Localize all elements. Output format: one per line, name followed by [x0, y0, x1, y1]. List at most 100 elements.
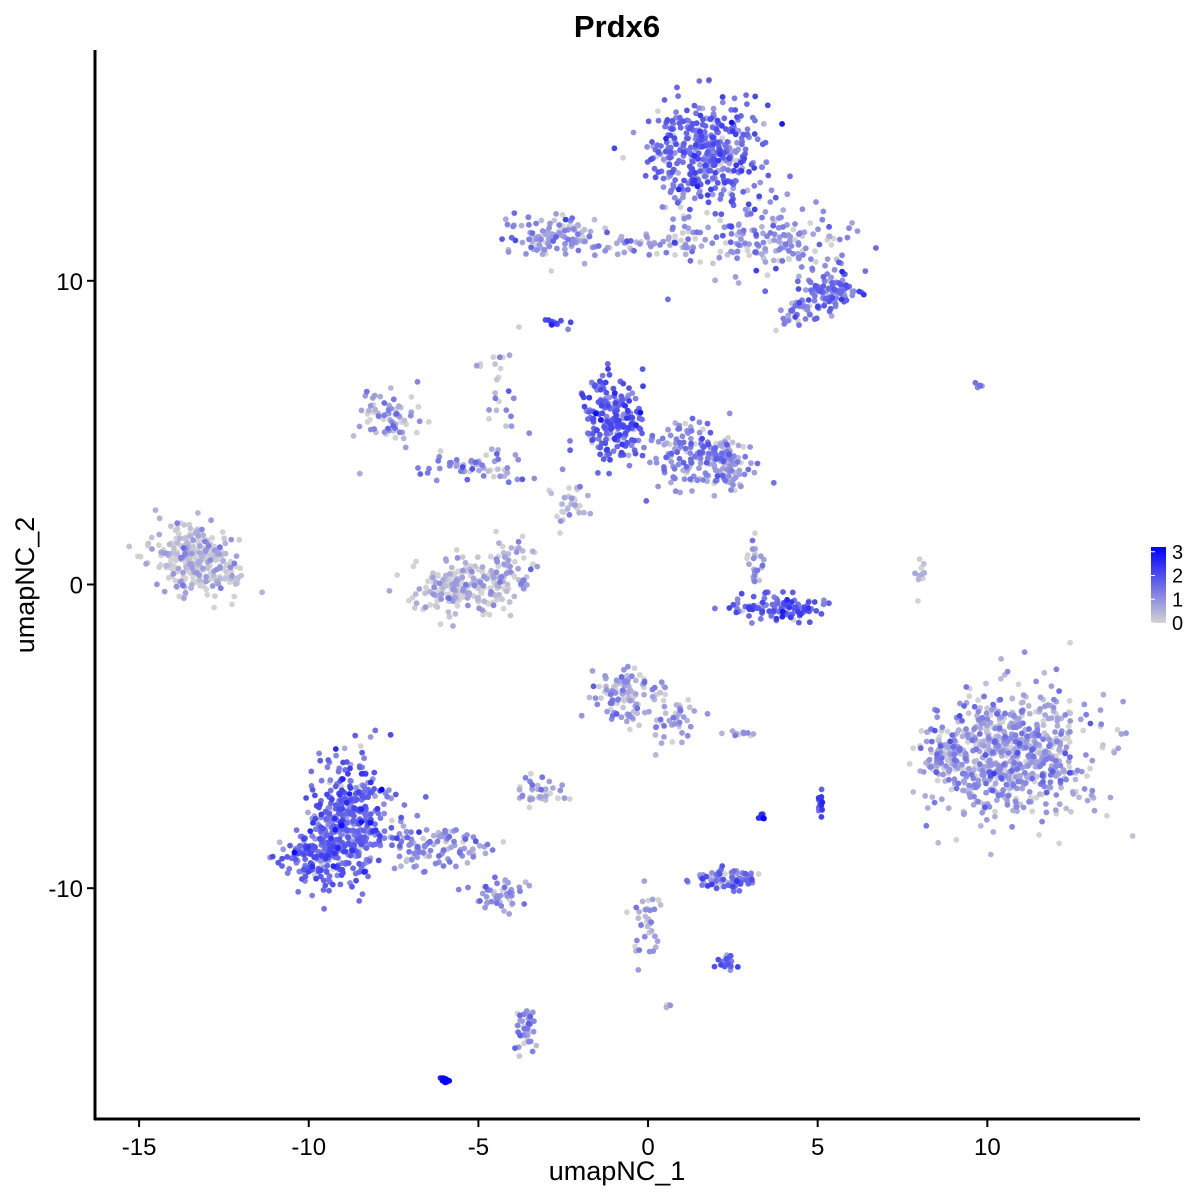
cell-point — [427, 602, 434, 608]
cell-point — [710, 156, 717, 163]
cell-point — [931, 799, 938, 806]
cell-point — [287, 842, 293, 849]
cell-point — [634, 705, 641, 712]
cell-point — [741, 471, 748, 478]
cell-point — [680, 459, 687, 466]
cell-point — [190, 573, 196, 580]
cell-point — [757, 615, 764, 622]
cell-point — [639, 366, 646, 372]
cell-point — [334, 872, 341, 879]
x-tick-label: -10 — [291, 1134, 326, 1161]
cell-point — [351, 805, 358, 812]
cell-point — [938, 796, 945, 803]
cell-point — [548, 490, 555, 497]
cell-point — [634, 710, 641, 717]
cell-point — [414, 378, 421, 385]
cell-point — [960, 766, 966, 773]
x-axis-label: umapNC_1 — [549, 1156, 686, 1186]
cell-point — [734, 964, 741, 970]
cell-point — [667, 1002, 674, 1009]
cell-point — [956, 745, 963, 752]
cell-point — [819, 216, 826, 223]
cell-point — [276, 839, 283, 846]
point-layer — [126, 77, 1136, 1086]
cell-point — [751, 469, 758, 476]
cell-point — [749, 537, 756, 544]
cell-point — [963, 726, 969, 732]
cell-point — [982, 804, 988, 810]
cell-point — [523, 251, 529, 257]
cell-point — [452, 611, 459, 617]
cell-point — [712, 210, 719, 217]
cell-point — [940, 771, 946, 778]
cell-point — [934, 777, 941, 784]
cell-point — [709, 240, 716, 247]
cell-point — [375, 857, 382, 864]
cell-point — [722, 871, 728, 877]
cell-point — [663, 249, 670, 256]
cell-point — [519, 476, 526, 483]
cell-point — [648, 156, 654, 163]
cell-point — [562, 216, 569, 223]
cell-point — [731, 167, 737, 174]
cell-point — [430, 591, 437, 598]
cell-point — [339, 787, 345, 794]
cell-point — [493, 528, 499, 535]
cell-point — [629, 390, 636, 397]
cell-point — [759, 214, 765, 221]
cell-point — [528, 244, 534, 251]
cell-point — [604, 361, 611, 367]
cell-point — [796, 322, 802, 328]
cell-point — [718, 961, 724, 968]
cell-point — [482, 883, 489, 890]
cell-point — [538, 217, 545, 224]
cell-point — [712, 605, 718, 612]
cell-point — [483, 452, 489, 459]
cell-point — [375, 413, 382, 419]
cell-point — [438, 591, 445, 597]
cell-point — [329, 796, 335, 803]
cell-point — [697, 450, 703, 457]
cell-point — [465, 602, 471, 609]
cell-point — [576, 509, 583, 516]
cell-point — [515, 456, 522, 463]
cell-point — [635, 915, 642, 922]
cell-point — [391, 865, 398, 872]
cell-point — [521, 901, 528, 907]
cell-point — [407, 841, 413, 848]
cell-point — [750, 555, 757, 562]
cell-point — [720, 173, 726, 179]
cell-point — [1097, 707, 1104, 713]
cell-point — [739, 141, 745, 148]
cell-point — [827, 305, 834, 312]
cell-point — [557, 530, 563, 536]
cell-point — [802, 287, 809, 293]
cell-point — [597, 451, 603, 458]
cell-point — [326, 887, 332, 894]
cell-point — [305, 809, 311, 816]
cell-point — [353, 784, 359, 791]
cell-point — [1011, 760, 1018, 766]
cell-point — [689, 158, 696, 165]
cell-point — [416, 829, 422, 835]
cell-point — [738, 168, 745, 174]
cell-point — [337, 881, 344, 888]
cell-point — [728, 223, 734, 230]
cell-point — [740, 227, 747, 234]
cell-point — [606, 470, 612, 477]
cell-point — [507, 612, 514, 619]
cell-point — [1004, 801, 1011, 808]
cell-point — [175, 565, 182, 572]
cell-point — [478, 590, 485, 596]
cell-point — [662, 710, 669, 717]
cell-point — [590, 415, 597, 422]
cell-point — [705, 441, 712, 448]
cell-point — [927, 746, 934, 753]
cell-point — [917, 745, 924, 752]
cell-point — [504, 221, 511, 228]
cell-point — [697, 112, 704, 119]
cell-point — [699, 435, 705, 442]
cell-point — [970, 801, 977, 808]
cell-point — [981, 743, 987, 749]
cell-point — [669, 739, 676, 745]
